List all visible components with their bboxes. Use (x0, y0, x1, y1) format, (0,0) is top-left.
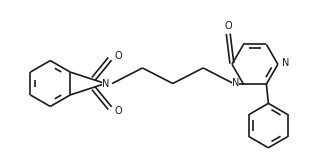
Text: N: N (232, 78, 239, 88)
Text: N: N (102, 79, 109, 89)
Text: O: O (224, 21, 232, 31)
Text: O: O (114, 51, 122, 61)
Text: N: N (282, 58, 289, 68)
Text: O: O (114, 106, 122, 116)
